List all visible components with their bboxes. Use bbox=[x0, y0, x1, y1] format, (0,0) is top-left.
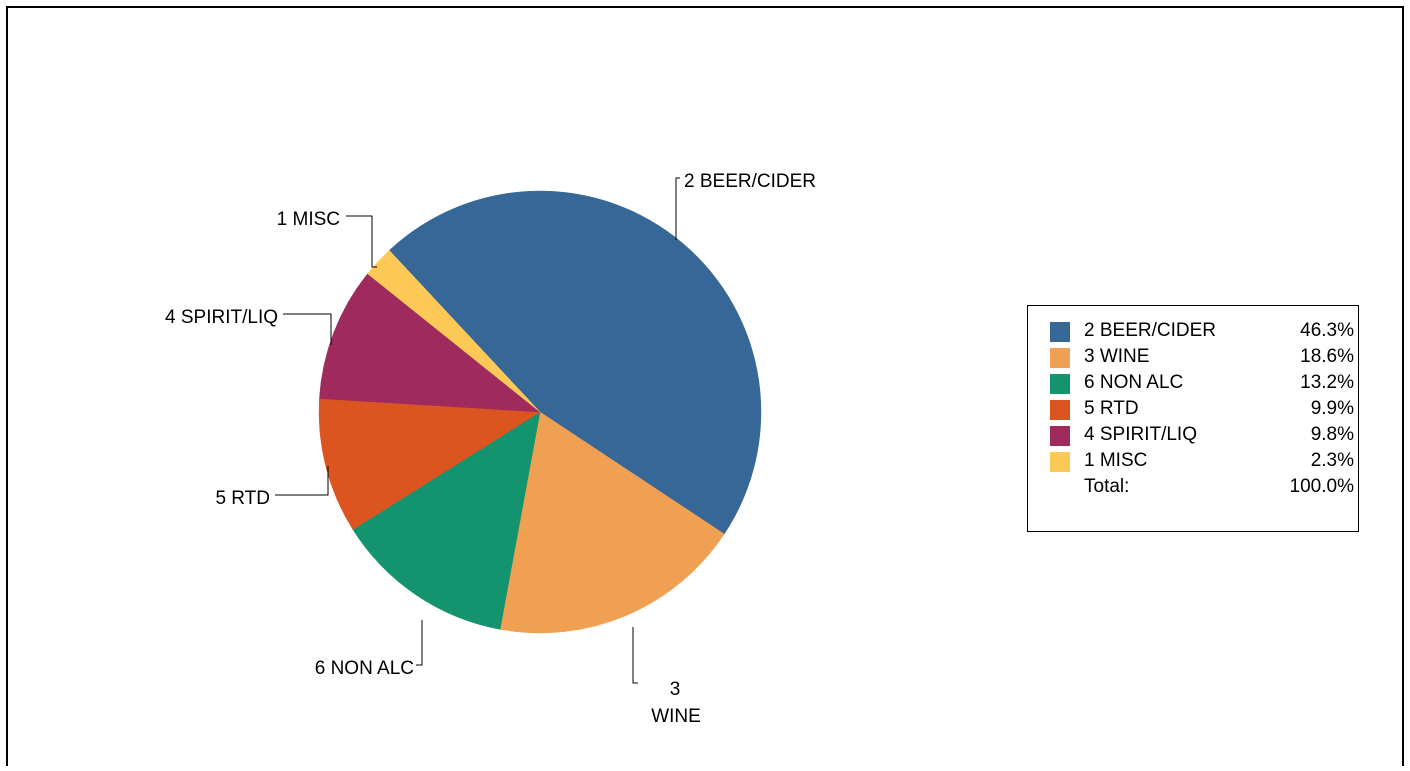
slice-label-1-misc: 1 MISC bbox=[277, 209, 340, 230]
legend-swatch-misc bbox=[1050, 452, 1070, 472]
legend-item-wine: 3 WINE 18.6% bbox=[1050, 346, 1356, 371]
legend-swatch-beer-cider bbox=[1050, 322, 1070, 342]
leader-line-3-wine bbox=[632, 627, 638, 684]
leader-line-2-beer-cider bbox=[675, 177, 680, 240]
legend-item-misc: 1 MISC 2.3% bbox=[1050, 450, 1356, 475]
legend-label-misc: 1 MISC bbox=[1084, 450, 1148, 471]
leader-line-6-non-alc bbox=[416, 620, 423, 666]
legend-item-rtd: 5 RTD 9.9% bbox=[1050, 398, 1356, 423]
leader-line-4-spirit-liq bbox=[283, 313, 332, 345]
slice-label-4-spirit-liq: 4 SPIRIT/LIQ bbox=[165, 307, 278, 328]
slice-label-3-wine: 3 bbox=[670, 679, 681, 700]
legend-swatch-non-alc bbox=[1050, 374, 1070, 394]
pie-slice-6-non-alc bbox=[352, 411, 541, 630]
legend-item-beer-cider: 2 BEER/CIDER 46.3% bbox=[1050, 320, 1356, 345]
legend-value-misc: 2.3% bbox=[1310, 450, 1354, 471]
slice-label-3-wine: WINE bbox=[651, 706, 701, 727]
legend-swatch-spirit-liq bbox=[1050, 426, 1070, 446]
legend-value-beer-cider: 46.3% bbox=[1300, 320, 1354, 341]
pie-slice-5-rtd bbox=[318, 398, 541, 530]
leader-line-1-misc bbox=[346, 215, 377, 268]
pie-slice-2-beer-cider bbox=[388, 190, 762, 535]
pie-chart: 2 BEER/CIDER 3 WINE 6 NON ALC 5 RTD 4 SPIRIT/… bbox=[165, 171, 816, 727]
legend-label-wine: 3 WINE bbox=[1084, 346, 1150, 367]
legend-swatch-wine bbox=[1050, 348, 1070, 368]
pie-slice-4-spirit-liq bbox=[319, 273, 541, 413]
chart-frame: 2 BEER/CIDER 3 WINE 6 NON ALC 5 RTD 4 SPIRIT/… bbox=[6, 6, 1404, 766]
slice-label-5-rtd: 5 RTD bbox=[215, 488, 270, 509]
legend-label-rtd: 5 RTD bbox=[1084, 398, 1139, 419]
legend-label-beer-cider: 2 BEER/CIDER bbox=[1084, 320, 1216, 341]
legend-value-wine: 18.6% bbox=[1300, 346, 1354, 367]
legend-label-non-alc: 6 NON ALC bbox=[1084, 372, 1184, 393]
chart-legend: 2 BEER/CIDER 46.3% 3 WINE 18.6% 6 NON AL… bbox=[1027, 305, 1359, 532]
legend-value-rtd: 9.9% bbox=[1310, 398, 1354, 419]
slice-label-6-non-alc: 6 NON ALC bbox=[315, 658, 414, 679]
pie-slice-3-wine bbox=[499, 411, 725, 634]
legend-swatch-rtd bbox=[1050, 400, 1070, 420]
slice-label-2-beer-cider: 2 BEER/CIDER bbox=[684, 171, 816, 192]
legend-total-label: Total: bbox=[1084, 476, 1130, 497]
leader-line-5-rtd bbox=[275, 466, 329, 496]
legend-label-spirit-liq: 4 SPIRIT/LIQ bbox=[1084, 424, 1197, 445]
legend-item-spirit-liq: 4 SPIRIT/LIQ 9.8% bbox=[1050, 424, 1356, 449]
pie-slice-1-misc bbox=[367, 250, 541, 413]
legend-item-non-alc: 6 NON ALC 13.2% bbox=[1050, 372, 1356, 397]
legend-total-row: Total: 100.0% bbox=[1050, 476, 1356, 501]
legend-total-value: 100.0% bbox=[1289, 476, 1354, 497]
legend-value-spirit-liq: 9.8% bbox=[1310, 424, 1354, 445]
legend-value-non-alc: 13.2% bbox=[1300, 372, 1354, 393]
